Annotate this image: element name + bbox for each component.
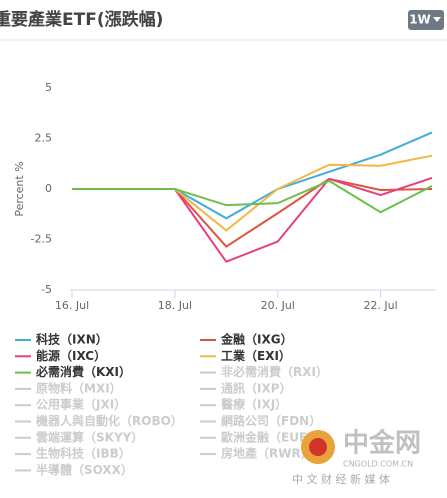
legend-label[interactable]: 工業（EXI） <box>221 348 291 363</box>
legend-label[interactable]: 公用事業（JXI） <box>36 397 126 412</box>
legend-label[interactable]: 原物料（MXI） <box>36 380 122 395</box>
watermark-slogan: 中 文 财 经 新 媒 体 <box>292 472 390 486</box>
watermark-site: CNGOLD.COM.CN <box>343 460 413 469</box>
watermark-logo-text: 中金网 <box>343 428 421 459</box>
y-tick-label: 5 <box>45 81 52 94</box>
range-button-label[interactable]: 1W <box>409 13 431 27</box>
y-tick-label: -5 <box>41 283 52 296</box>
legend-label[interactable]: 醫療（IXJ） <box>221 397 287 412</box>
legend-label[interactable]: 機器人與自動化（ROBO） <box>36 413 183 428</box>
legend-label[interactable]: 非必需消費（RXI） <box>221 364 328 379</box>
legend-label[interactable]: 必需消費（KXI） <box>35 364 131 379</box>
legend-label[interactable]: 網路公司（FDN） <box>221 413 321 428</box>
y-axis-label: Percent % <box>13 161 26 216</box>
legend-label[interactable]: 金融（IXG） <box>220 332 293 347</box>
legend-label[interactable]: 房地產（RWR） <box>221 446 313 461</box>
y-tick-label: 0 <box>45 182 52 195</box>
legend-label[interactable]: 能源（IXC） <box>36 348 106 363</box>
y-tick-label: -2.5 <box>31 233 52 246</box>
watermark: 中金网 CNGOLD.COM.CN 中 文 财 经 新 媒 体 <box>292 428 421 487</box>
chart-title: 重要產業ETF(漲跌幅) <box>0 9 163 30</box>
dropdown-arrow[interactable] <box>433 17 441 22</box>
watermark-logo-inner <box>309 438 327 456</box>
legend-label[interactable]: 科技（IXN） <box>36 332 108 347</box>
legend-label[interactable]: 雲端運算（SKYY） <box>36 429 143 444</box>
legend-label[interactable]: 半導體（SOXX） <box>36 462 133 477</box>
x-tick-label: 20. Jul <box>261 299 295 312</box>
x-tick-label: 22. Jul <box>363 299 397 312</box>
range-button[interactable] <box>408 10 444 30</box>
x-tick-label: 18. Jul <box>158 299 192 312</box>
series-line <box>72 179 433 214</box>
y-tick-label: 2.5 <box>35 132 53 145</box>
legend-label[interactable]: 生物科技（IBB） <box>36 446 131 461</box>
legend-label[interactable]: 歐洲金融（EUFN） <box>221 429 329 444</box>
x-tick-label: 16. Jul <box>55 299 89 312</box>
legend-label[interactable]: 通訊（IXP） <box>221 380 292 395</box>
